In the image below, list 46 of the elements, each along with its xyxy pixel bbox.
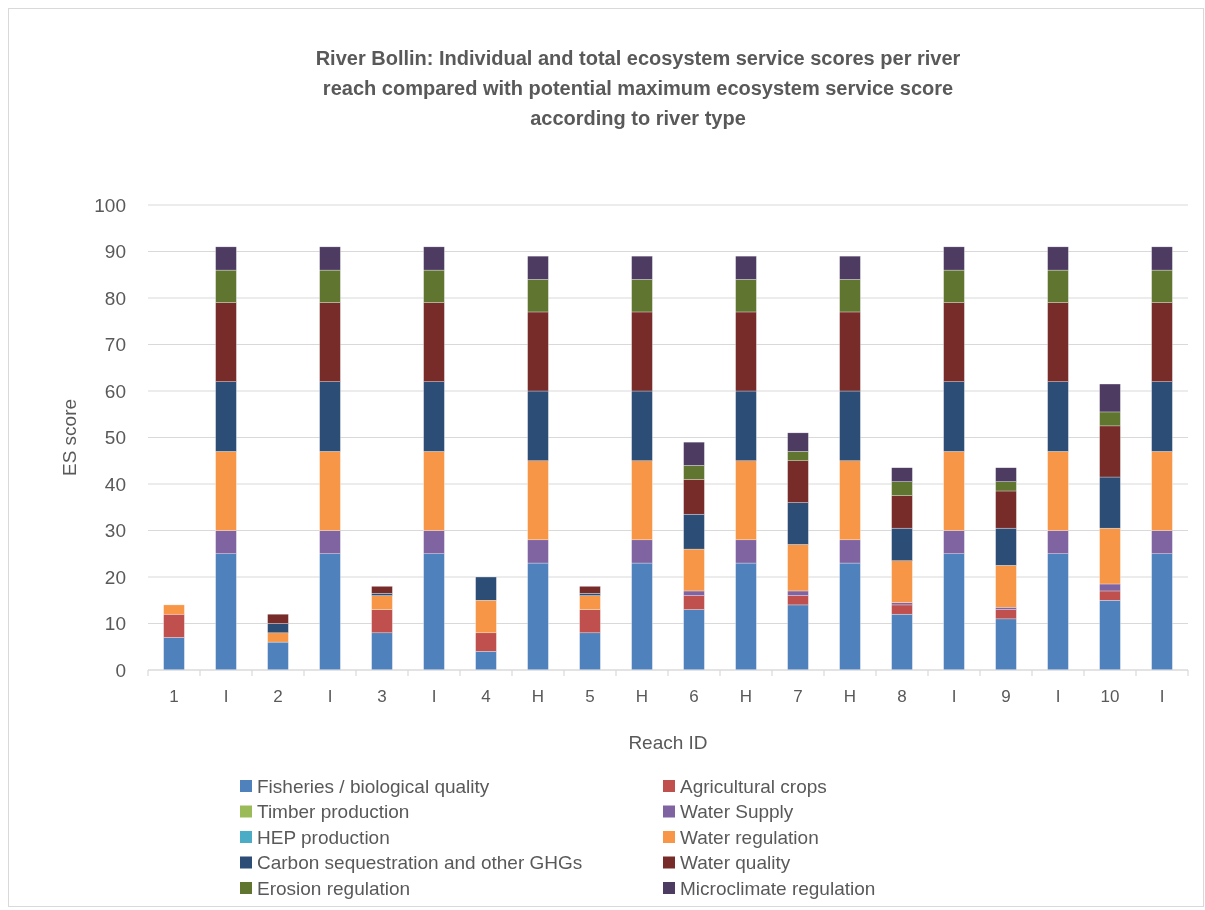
- legend-label: Water Supply: [680, 801, 794, 823]
- bar: [371, 586, 393, 594]
- y-tick-label: 60: [104, 380, 126, 402]
- x-tick-label: 8: [897, 687, 907, 706]
- y-tick-label: 90: [104, 241, 126, 263]
- y-tick-label: 0: [115, 659, 126, 681]
- x-tick-label: 9: [1001, 687, 1011, 706]
- y-tick-label: 10: [104, 613, 126, 635]
- legend-label: Water quality: [680, 852, 791, 874]
- x-tick-label: H: [531, 687, 545, 706]
- x-tick-label: 3: [377, 687, 387, 706]
- y-tick-label: 80: [104, 287, 126, 309]
- x-tick-label: 4: [481, 687, 491, 706]
- x-tick-label: 6: [689, 687, 699, 706]
- legend-label: Agricultural crops: [680, 775, 827, 797]
- y-tick-label: 30: [104, 520, 126, 542]
- legend-label: Erosion regulation: [257, 877, 411, 899]
- x-tick-label: 1: [169, 687, 179, 706]
- y-tick-label: 50: [104, 427, 126, 449]
- legend-label: Carbon sequestration and other GHGs: [257, 852, 583, 874]
- legend-label: Water regulation: [680, 826, 819, 848]
- legend-label: HEP production: [257, 826, 390, 848]
- chart-title: River Bollin: Individual and total ecosystem service scores per river reach compared with potential maximum ecosystem service score according to river type: [315, 47, 961, 129]
- x-tick-label: I: [327, 687, 333, 706]
- x-tick-label: I: [431, 687, 437, 706]
- x-tick-label: H: [843, 687, 857, 706]
- x-tick-label: I: [1159, 687, 1165, 706]
- x-tick-label: I: [1055, 687, 1061, 706]
- bar: [579, 586, 601, 594]
- x-tick-label: H: [635, 687, 649, 706]
- x-tick-label: 2: [273, 687, 283, 706]
- y-tick-label: 20: [104, 566, 126, 588]
- x-tick-label: H: [739, 687, 753, 706]
- legend-label: Timber production: [257, 801, 410, 823]
- x-axis-title: Reach ID: [628, 732, 708, 753]
- x-tick-label: I: [223, 687, 229, 706]
- x-tick-label: 5: [585, 687, 595, 706]
- x-tick-label: 10: [1100, 687, 1120, 706]
- legend-label: Fisheries / biological quality: [257, 775, 490, 797]
- x-tick-label: I: [951, 687, 957, 706]
- y-tick-label: 100: [94, 194, 126, 216]
- legend-label: Microclimate regulation: [680, 877, 876, 899]
- y-tick-label: 40: [104, 473, 126, 495]
- y-axis-title: ES score: [59, 398, 80, 477]
- x-tick-label: 7: [793, 687, 803, 706]
- y-tick-label: 70: [104, 334, 126, 356]
